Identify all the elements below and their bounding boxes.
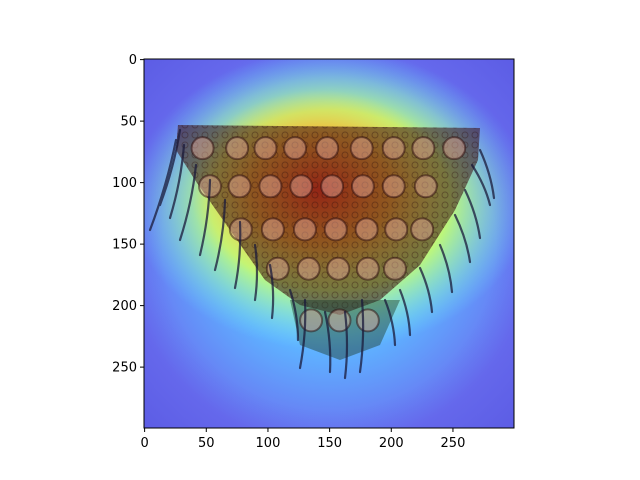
fringe-strand — [288, 288, 300, 342]
fringe-strand — [168, 143, 186, 220]
fringe-strand — [213, 198, 227, 272]
granny-square — [350, 174, 375, 199]
granny-square — [442, 136, 467, 161]
x-tick-label: 0 — [140, 436, 148, 451]
granny-square — [410, 217, 435, 242]
fringe-strand — [383, 298, 397, 347]
granny-square — [227, 174, 252, 199]
y-tick-label: 250 — [112, 361, 137, 376]
fringe-strand — [268, 263, 275, 320]
fringe-strand — [453, 213, 472, 264]
granny-square — [326, 256, 351, 281]
granny-square — [260, 217, 285, 242]
fringe-strands — [148, 128, 496, 380]
granny-square — [292, 217, 317, 242]
fringe-strand — [463, 188, 482, 240]
granny-square — [323, 217, 348, 242]
x-tick-label: 150 — [317, 436, 342, 451]
plot-frame — [143, 58, 515, 429]
fringe-strand — [233, 220, 242, 290]
fringe-strand — [470, 163, 492, 207]
granny-square — [283, 136, 308, 161]
y-tick-label: 100 — [112, 176, 137, 191]
granny-square — [296, 256, 321, 281]
granny-square — [413, 174, 438, 199]
fringe-strand — [298, 298, 307, 370]
fringe-strand — [358, 298, 365, 374]
granny-square — [225, 136, 250, 161]
granny-squares — [190, 136, 467, 333]
fringe-strand — [253, 243, 259, 302]
granny-square — [381, 136, 406, 161]
granny-square — [382, 256, 407, 281]
y-axis: 0 50 100 150 200 250 — [112, 53, 144, 376]
fringe-strand — [398, 288, 412, 337]
shawl-silhouette — [176, 125, 480, 360]
fringe-strand — [478, 148, 496, 200]
fringe-strand — [178, 163, 198, 242]
fringe-strand — [198, 178, 212, 257]
x-tick-label: 250 — [441, 436, 466, 451]
granny-square — [384, 217, 409, 242]
granny-square — [355, 256, 380, 281]
fringe-strand — [148, 138, 178, 232]
granny-square — [411, 136, 436, 161]
granny-square — [289, 174, 314, 199]
granny-square — [253, 136, 278, 161]
fringe-strand — [323, 310, 332, 374]
granny-square — [299, 308, 324, 333]
fringe-strand — [418, 266, 434, 314]
granny-square — [258, 174, 283, 199]
x-axis: 0 50 100 150 200 250 — [140, 428, 465, 451]
y-tick-label: 200 — [112, 299, 137, 314]
fringe-strand — [343, 310, 349, 380]
granny-square — [354, 217, 379, 242]
granny-square — [355, 308, 380, 333]
fringe-strand — [438, 243, 454, 294]
heatmap-image — [144, 59, 514, 428]
y-tick-label: 150 — [112, 238, 137, 253]
fringe-strand — [158, 128, 182, 207]
y-tick-label: 50 — [120, 115, 137, 130]
granny-square — [320, 174, 345, 199]
granny-square — [381, 174, 406, 199]
x-tick-label: 50 — [198, 436, 215, 451]
y-tick-label: 0 — [129, 53, 137, 68]
x-tick-label: 100 — [256, 436, 281, 451]
granny-square — [190, 136, 215, 161]
x-tick-label: 200 — [379, 436, 404, 451]
granny-square — [315, 136, 340, 161]
granny-square — [349, 136, 374, 161]
